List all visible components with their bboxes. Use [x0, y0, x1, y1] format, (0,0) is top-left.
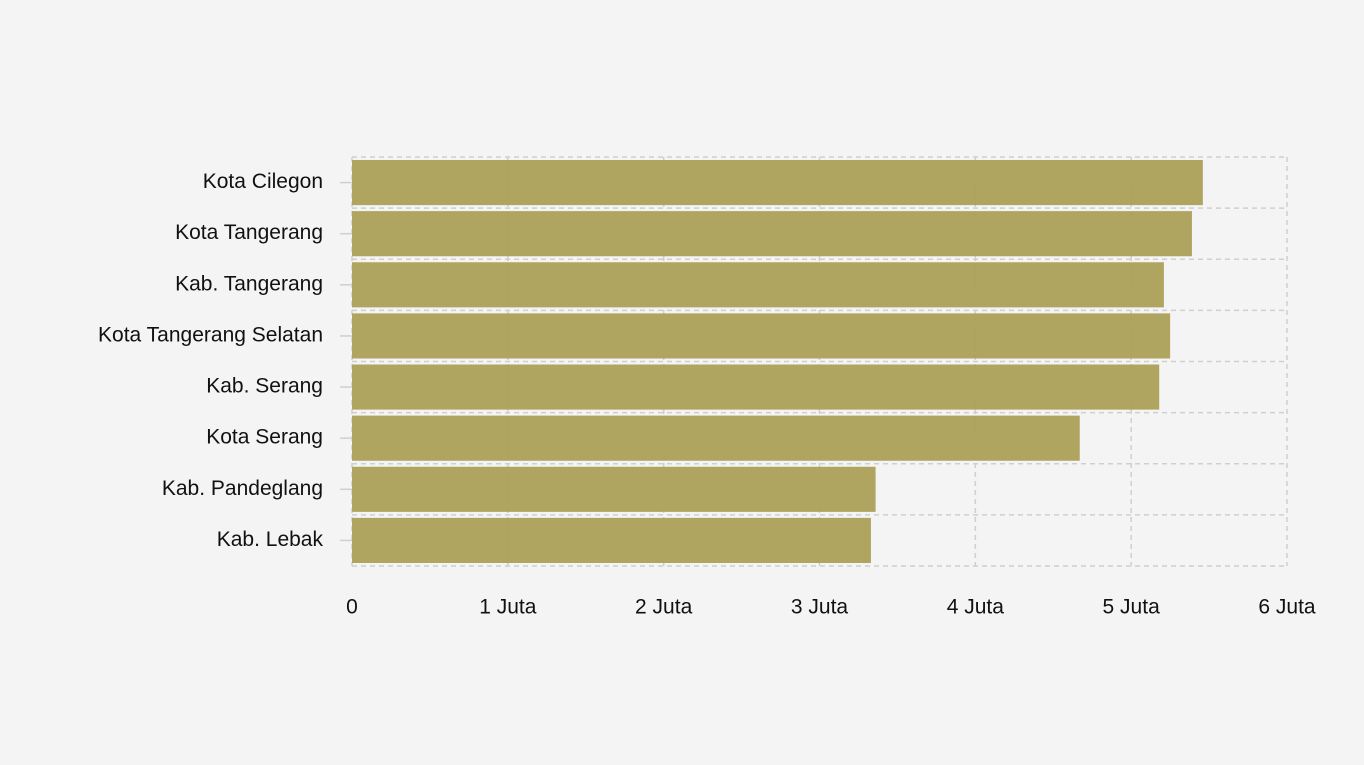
x-tick-label: 5 Juta — [1103, 596, 1161, 619]
bar — [352, 211, 1192, 257]
x-tick-label: 4 Juta — [947, 596, 1005, 619]
x-tick-label: 3 Juta — [791, 596, 849, 619]
x-tick-label: 1 Juta — [479, 596, 537, 619]
bar — [352, 466, 876, 512]
y-tick-label: Kota Cilegon — [203, 170, 323, 193]
bar — [352, 313, 1171, 359]
bar — [352, 262, 1164, 308]
bar — [352, 364, 1160, 410]
x-tick-label: 6 Juta — [1258, 596, 1316, 619]
y-tick-label: Kab. Serang — [206, 375, 323, 398]
bar — [352, 415, 1080, 461]
y-tick-label: Kota Tangerang Selatan — [98, 323, 323, 346]
y-tick-label: Kab. Pandeglang — [162, 477, 323, 500]
y-tick-label: Kota Serang — [206, 426, 323, 449]
y-tick-label: Kota Tangerang — [175, 221, 323, 244]
y-tick-label: Kab. Tangerang — [175, 272, 323, 295]
x-tick-label: 2 Juta — [635, 596, 693, 619]
bar — [352, 160, 1203, 206]
bar — [352, 517, 871, 563]
x-tick-label: 0 — [346, 596, 358, 619]
y-tick-label: Kab. Lebak — [217, 528, 324, 551]
